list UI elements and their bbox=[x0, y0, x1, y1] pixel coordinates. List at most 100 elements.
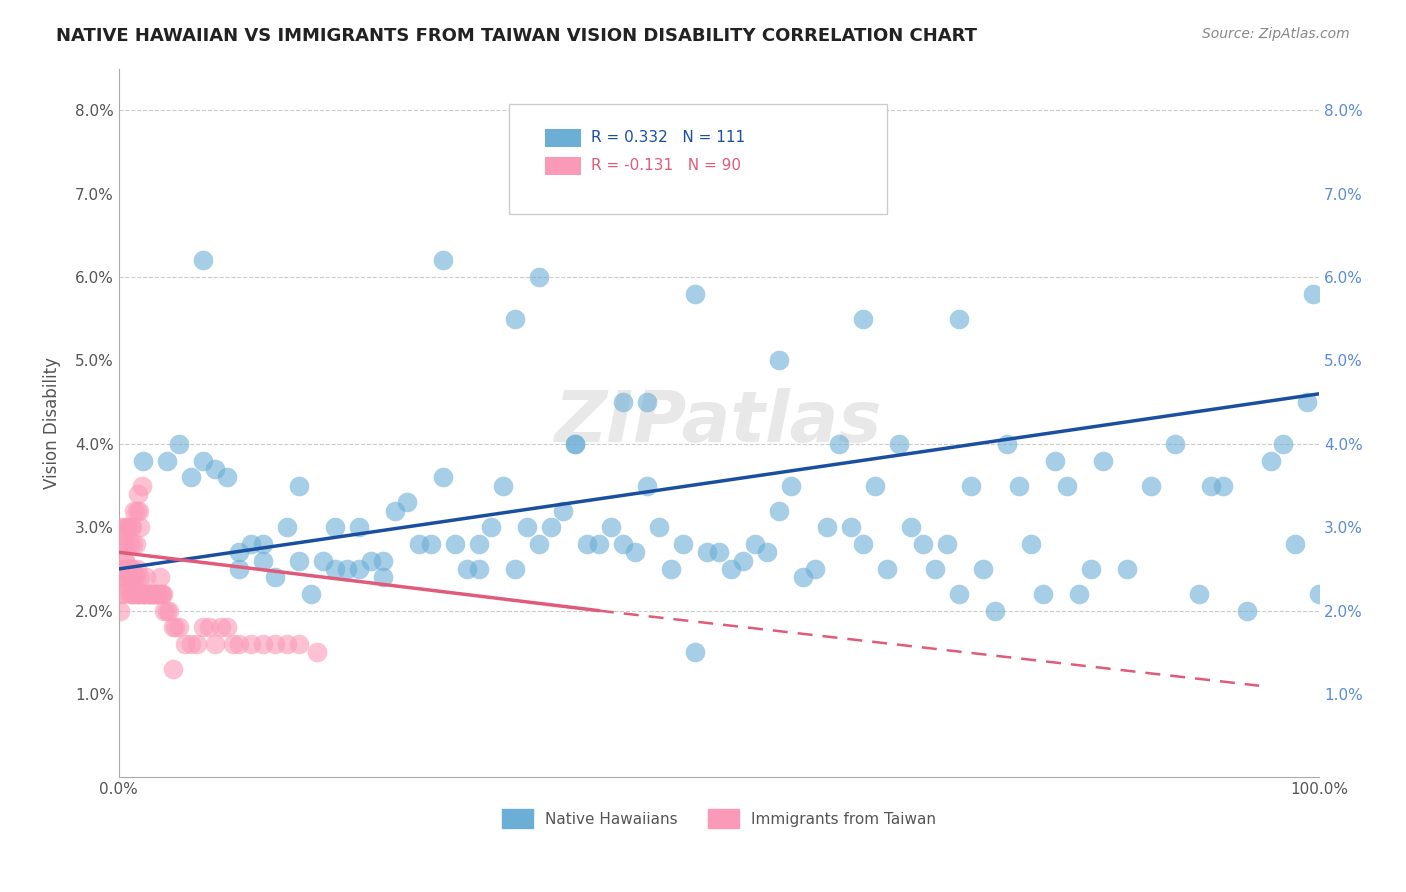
Point bbox=[863, 478, 886, 492]
Point bbox=[222, 637, 245, 651]
Point bbox=[118, 537, 141, 551]
Point bbox=[124, 503, 146, 517]
Point bbox=[122, 537, 145, 551]
Point bbox=[118, 587, 141, 601]
Point bbox=[1043, 453, 1066, 467]
Point bbox=[852, 311, 875, 326]
Point bbox=[1056, 478, 1078, 492]
Point bbox=[336, 562, 359, 576]
FancyBboxPatch shape bbox=[509, 104, 887, 214]
Point bbox=[384, 503, 406, 517]
Point bbox=[120, 570, 142, 584]
Point bbox=[125, 503, 148, 517]
Point bbox=[204, 462, 226, 476]
Point bbox=[1140, 478, 1163, 492]
Point bbox=[276, 520, 298, 534]
Point bbox=[228, 637, 250, 651]
Point bbox=[600, 520, 623, 534]
Text: Source: ZipAtlas.com: Source: ZipAtlas.com bbox=[1202, 27, 1350, 41]
Point bbox=[115, 562, 138, 576]
Point bbox=[924, 562, 946, 576]
Point bbox=[755, 545, 778, 559]
Point bbox=[288, 553, 311, 567]
Point bbox=[112, 562, 135, 576]
Bar bbox=[546, 157, 581, 175]
Legend: Native Hawaiians, Immigrants from Taiwan: Native Hawaiians, Immigrants from Taiwan bbox=[496, 804, 942, 834]
Point bbox=[124, 570, 146, 584]
Point bbox=[110, 520, 132, 534]
Point bbox=[432, 470, 454, 484]
Point bbox=[468, 537, 491, 551]
Point bbox=[720, 562, 742, 576]
Point bbox=[114, 553, 136, 567]
Point bbox=[117, 520, 139, 534]
Point bbox=[112, 537, 135, 551]
Text: R = 0.332   N = 111: R = 0.332 N = 111 bbox=[591, 130, 745, 145]
Point bbox=[131, 478, 153, 492]
Point bbox=[149, 587, 172, 601]
Point bbox=[118, 562, 141, 576]
Point bbox=[347, 520, 370, 534]
Point bbox=[828, 437, 851, 451]
Point bbox=[1260, 453, 1282, 467]
Point bbox=[683, 286, 706, 301]
Point bbox=[115, 579, 138, 593]
Point bbox=[479, 520, 502, 534]
Point bbox=[145, 587, 167, 601]
Point bbox=[371, 570, 394, 584]
Point bbox=[121, 587, 143, 601]
Point bbox=[191, 620, 214, 634]
Point bbox=[636, 478, 658, 492]
Point bbox=[129, 520, 152, 534]
Point bbox=[127, 487, 149, 501]
Point bbox=[551, 503, 574, 517]
Point bbox=[323, 562, 346, 576]
Point bbox=[371, 553, 394, 567]
Point bbox=[125, 587, 148, 601]
Point bbox=[121, 570, 143, 584]
Point bbox=[215, 620, 238, 634]
Point bbox=[209, 620, 232, 634]
Point bbox=[150, 587, 173, 601]
Point bbox=[165, 620, 187, 634]
Point bbox=[444, 537, 467, 551]
Point bbox=[527, 537, 550, 551]
Point bbox=[114, 520, 136, 534]
Point bbox=[815, 520, 838, 534]
Point bbox=[167, 620, 190, 634]
Point bbox=[1019, 537, 1042, 551]
Bar bbox=[546, 128, 581, 146]
Point bbox=[299, 587, 322, 601]
Point bbox=[108, 604, 131, 618]
Point bbox=[215, 470, 238, 484]
Point bbox=[936, 537, 959, 551]
Point bbox=[1212, 478, 1234, 492]
Point bbox=[768, 503, 790, 517]
Point bbox=[419, 537, 441, 551]
Point bbox=[911, 537, 934, 551]
Point bbox=[263, 637, 285, 651]
Point bbox=[540, 520, 562, 534]
Point bbox=[138, 587, 160, 601]
Point bbox=[839, 520, 862, 534]
Point bbox=[115, 537, 138, 551]
Point bbox=[252, 537, 274, 551]
Point bbox=[239, 637, 262, 651]
Point bbox=[134, 587, 156, 601]
Point bbox=[1080, 562, 1102, 576]
Point bbox=[1188, 587, 1211, 601]
Point bbox=[153, 604, 176, 618]
Point bbox=[117, 562, 139, 576]
Point bbox=[636, 395, 658, 409]
Point bbox=[1067, 587, 1090, 601]
Point bbox=[972, 562, 994, 576]
Point bbox=[305, 645, 328, 659]
Point bbox=[173, 637, 195, 651]
Point bbox=[114, 553, 136, 567]
Point bbox=[516, 520, 538, 534]
Point bbox=[252, 553, 274, 567]
Point bbox=[124, 587, 146, 601]
Point bbox=[110, 587, 132, 601]
Point bbox=[143, 587, 166, 601]
Text: ZIPatlas: ZIPatlas bbox=[555, 389, 883, 458]
